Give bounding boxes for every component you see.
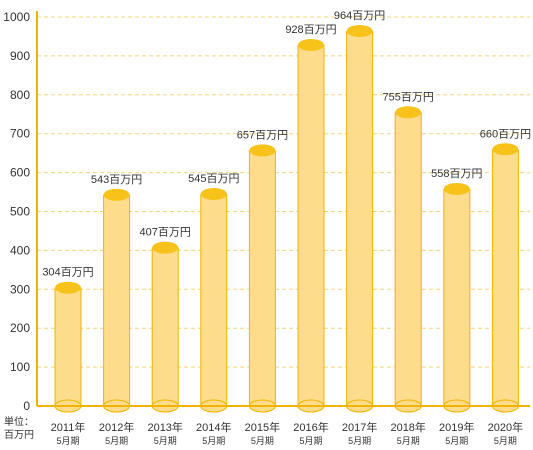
y-tick-label-700: 700 [10,127,30,141]
x-tick-label-6: 2017年 [342,420,377,434]
bar-2019年 [443,182,471,413]
x-tick-label-7: 2018年 [390,420,425,434]
unit-label-line1: 単位： [4,417,34,428]
bar-top [152,241,179,254]
x-tick-sublabel-9: 5月期 [494,436,517,446]
x-tick-sublabel-0: 5月期 [56,436,79,446]
y-tick-label-800: 800 [10,88,30,102]
data-label-0: 304百万円 [42,267,93,279]
bar-body [55,287,81,406]
y-tick-label-1000: 1000 [3,10,30,24]
x-tick-sublabel-5: 5月期 [299,436,322,446]
bar-body [492,149,519,406]
x-tick-label-5: 2016年 [293,420,328,434]
unit-label: 単位： 百万円 [4,416,38,442]
y-tick-label-400: 400 [10,243,30,257]
bar-2014年 [200,187,228,413]
x-tick-sublabel-8: 5月期 [445,436,468,446]
bar-top [55,281,81,294]
bar-body [200,193,227,406]
bars-layer [54,25,519,413]
x-tick-sublabel-4: 5月期 [251,436,274,446]
y-tick-label-500: 500 [10,205,30,219]
x-tick-sublabel-7: 5月期 [397,436,420,446]
bar-top [346,25,373,38]
x-tick-label-1: 2012年 [99,420,134,434]
bar-2016年 [297,39,325,413]
unit-label-line2: 百万円 [4,430,34,441]
bar-body [298,45,324,407]
x-tick-label-0: 2011年 [51,420,86,434]
x-tick-sublabel-6: 5月期 [348,436,371,446]
bar-2013年 [151,241,179,413]
x-tick-label-8: 2019年 [439,420,474,434]
bar-body [443,188,470,406]
bar-2020年 [491,143,519,413]
data-label-2: 407百万円 [140,227,191,239]
bar-top [492,143,519,156]
y-tick-label-300: 300 [10,282,30,296]
x-tick-label-9: 2020年 [488,420,523,434]
bar-top [103,188,130,201]
x-tick-label-4: 2015年 [245,420,280,434]
data-label-5: 928百万円 [285,24,336,36]
data-label-7: 755百万円 [383,91,434,103]
bar-top [443,182,470,195]
y-tick-label-900: 900 [10,49,30,63]
bar-top [298,39,324,52]
bar-2012年 [103,188,131,413]
bar-top [395,106,422,119]
y-tick-label-0: 0 [23,399,30,413]
data-label-9: 660百万円 [480,128,531,140]
bar-top [200,187,227,200]
labels-layer: 0 100 200 300 400 500 600 700 800 900 1000 304百万円 20… [3,10,531,446]
bar-2017年 [346,25,374,413]
y-tick-label-200: 200 [10,321,30,335]
data-label-8: 558百万円 [431,168,482,180]
bar-2015年 [248,144,276,413]
y-tick-label-600: 600 [10,166,30,180]
bar-2011年 [54,281,82,413]
y-tick-label-100: 100 [10,360,30,374]
data-label-4: 657百万円 [237,129,288,141]
bar-body [103,194,130,406]
bar-body [395,112,422,407]
data-label-6: 964百万円 [334,10,385,22]
data-label-3: 545百万円 [188,173,239,185]
axis-layer [36,11,530,407]
grid-layer [37,16,530,368]
bar-top [249,144,276,157]
bar-body [152,247,179,406]
bar-2018年 [394,106,422,413]
data-label-1: 543百万円 [91,174,142,186]
x-tick-label-3: 2014年 [196,420,231,434]
bar-body [346,31,373,407]
x-tick-sublabel-3: 5月期 [202,436,225,446]
x-tick-sublabel-2: 5月期 [154,436,177,446]
x-tick-label-2: 2013年 [147,420,182,434]
bar-body [249,150,276,406]
x-tick-sublabel-1: 5月期 [105,436,128,446]
